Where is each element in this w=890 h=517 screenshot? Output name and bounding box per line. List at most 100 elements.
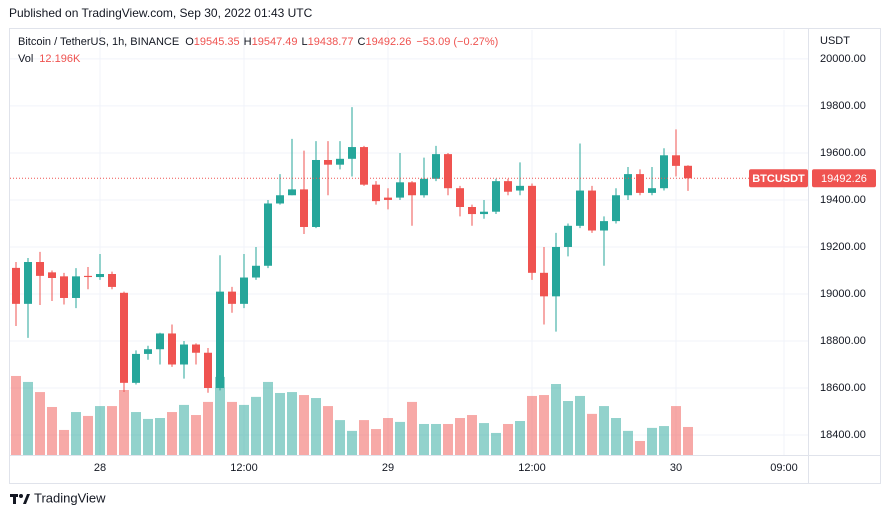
published-note: Published on TradingView.com, Sep 30, 20…: [9, 6, 313, 20]
candle-body: [492, 181, 500, 212]
volume-bar: [659, 426, 669, 455]
volume-bar: [179, 404, 189, 455]
y-tick-label: 18600.00: [820, 382, 866, 394]
y-tick-label: 19200.00: [820, 241, 866, 253]
volume-bar: [443, 423, 453, 455]
legend-item: −53.09 (−0.27%): [416, 36, 498, 48]
candle-body: [540, 272, 548, 297]
volume-bar: [479, 423, 489, 455]
volume-bar: [107, 406, 117, 455]
candle-body: [192, 344, 200, 353]
y-tick-label: 18800.00: [820, 335, 866, 347]
volume-bar: [239, 404, 249, 455]
volume-bar: [671, 406, 681, 455]
candle-body: [588, 190, 596, 231]
candle-body: [108, 273, 116, 287]
candle-body: [456, 188, 464, 208]
legend-item: O: [185, 36, 194, 48]
candles: [12, 107, 692, 393]
candle-body: [324, 159, 332, 165]
candle-body: [336, 158, 344, 165]
candle-body: [576, 190, 584, 226]
volume-bar: [83, 415, 93, 455]
candle-body: [372, 184, 380, 202]
volume-bar: [407, 401, 417, 455]
candle-body: [528, 185, 536, 273]
volume-bar: [323, 406, 333, 455]
volume-bar: [215, 376, 225, 455]
volume-bar: [539, 395, 549, 455]
x-tick-label: 30: [670, 462, 682, 474]
legend: Bitcoin / TetherUS, 1h, BINANCE O19545.35…: [18, 36, 498, 65]
volume-bar: [455, 418, 465, 455]
volume-bar: [527, 395, 537, 455]
legend-item: 19438.77: [308, 36, 354, 48]
candle-body: [672, 155, 680, 166]
volume-bar: [683, 426, 693, 455]
volume-legend: Vol 12.196K: [18, 53, 81, 65]
price-tag-label: 19492.26: [821, 173, 867, 185]
volume-bar: [23, 381, 33, 455]
volume-bar: [191, 415, 201, 455]
candle-body: [180, 344, 188, 365]
y-tick-label: 20000.00: [820, 53, 866, 65]
candle-body: [552, 246, 560, 297]
candle-body: [360, 147, 368, 185]
legend-item: C: [358, 36, 366, 48]
candle-body: [84, 275, 92, 278]
legend-item: Vol: [18, 53, 33, 65]
volume-bar: [131, 412, 141, 455]
volume-bar: [431, 423, 441, 455]
volume-bar: [371, 429, 381, 455]
volume-bar: [35, 392, 45, 455]
grid: [10, 30, 808, 455]
candle-body: [444, 154, 452, 189]
candle-body: [408, 182, 416, 196]
volume-bar: [47, 406, 57, 455]
logo-mark: [19, 494, 23, 498]
currency-label: USDT: [820, 35, 850, 47]
candle-body: [12, 267, 20, 304]
volume-bar: [599, 406, 609, 455]
candle-body: [240, 277, 248, 304]
volume-bar: [203, 401, 213, 455]
volume-bar: [155, 418, 165, 455]
candle-body: [96, 273, 104, 278]
candle-body: [228, 291, 236, 304]
candle-body: [288, 189, 296, 196]
candle-body: [24, 262, 32, 304]
volume-bar: [563, 401, 573, 455]
candle-body: [396, 182, 404, 198]
candle-body: [600, 221, 608, 231]
candle-body: [204, 352, 212, 389]
volume-bar: [359, 420, 369, 455]
candle-body: [468, 207, 476, 215]
volume-bar: [335, 420, 345, 455]
y-tick-label: 19600.00: [820, 147, 866, 159]
candle-body: [420, 178, 428, 196]
x-tick-label: 29: [382, 462, 394, 474]
candle-body: [516, 185, 524, 191]
candle-body: [264, 203, 272, 266]
candle-body: [384, 197, 392, 200]
candle-body: [312, 159, 320, 227]
candle-body: [612, 195, 620, 222]
volume-bar: [647, 427, 657, 455]
volume-bar: [95, 406, 105, 455]
volume-bar: [11, 375, 21, 455]
volume-bar: [587, 413, 597, 455]
legend-line: Bitcoin / TetherUS, 1h, BINANCE O19545.35…: [18, 36, 498, 48]
x-tick-label: 28: [94, 462, 106, 474]
footer-logo: TradingView: [10, 490, 106, 505]
volume-bar: [59, 429, 69, 455]
candle-body: [252, 265, 260, 278]
chart-frame: [9, 28, 881, 484]
volume-bar: [287, 392, 297, 455]
x-tick-label: 09:00: [770, 462, 798, 474]
volume-bar: [395, 421, 405, 455]
logo-mark: [13, 494, 16, 504]
volume-bar: [419, 423, 429, 455]
price-tag: [812, 169, 876, 188]
volume-bar: [299, 395, 309, 455]
